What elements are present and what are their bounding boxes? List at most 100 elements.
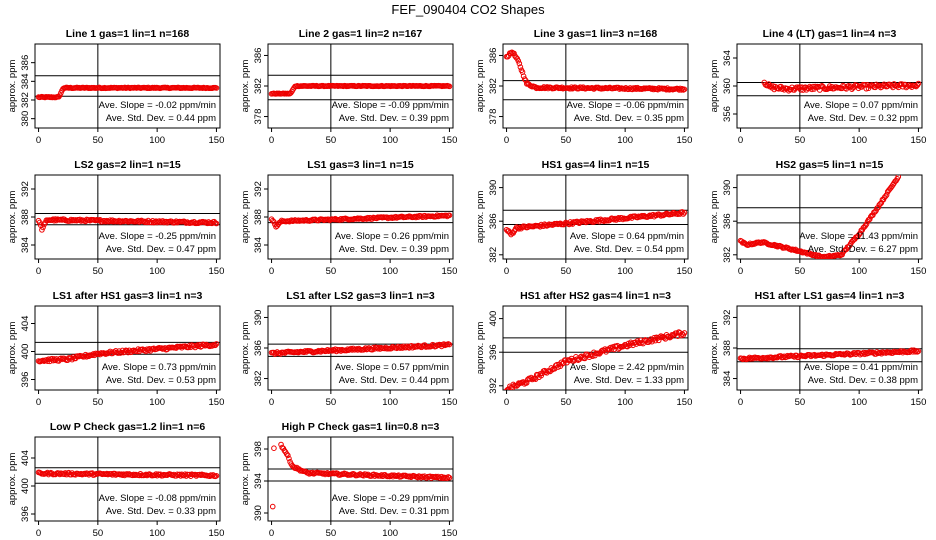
data-series bbox=[269, 441, 453, 510]
y-tick-label: 356 bbox=[722, 106, 733, 122]
y-tick-label: 392 bbox=[20, 181, 31, 197]
data-point bbox=[912, 349, 918, 355]
data-point bbox=[651, 334, 658, 341]
y-tick-label: 390 bbox=[253, 505, 264, 521]
data-point bbox=[446, 474, 453, 481]
y-tick-label: 388 bbox=[20, 209, 31, 225]
panel-title: Line 4 (LT) gas=1 lin=4 n=3 bbox=[763, 28, 897, 40]
x-tick-label: 100 bbox=[149, 135, 165, 146]
plot-frame bbox=[267, 436, 454, 522]
data-point bbox=[845, 82, 852, 89]
y-tick-label: 384 bbox=[253, 237, 264, 253]
data-point bbox=[895, 175, 902, 180]
panel-2: Line 2 gas=1 lin=2 n=167 0 50 100 150 378 382 3… bbox=[240, 28, 457, 146]
y-tick-label: 384 bbox=[722, 371, 733, 387]
data-point bbox=[681, 209, 688, 216]
panel-7: HS1 gas=4 lin=1 n=15 0 50 100 150 382 386 390ap… bbox=[475, 159, 692, 277]
x-tick-label: 100 bbox=[617, 397, 633, 408]
data-point bbox=[809, 86, 815, 93]
data-point bbox=[446, 212, 453, 219]
data-series bbox=[503, 329, 688, 390]
y-tick-label: 400 bbox=[488, 311, 499, 327]
panel-14: High P Check gas=1 lin=0.8 n=3 0 50 100 150 3… bbox=[240, 421, 457, 539]
data-point bbox=[445, 474, 452, 480]
panel-5: LS2 gas=2 lin=1 n=15 0 50 100 150 384 388 392ap… bbox=[7, 159, 224, 277]
panel-10: LS1 after LS2 gas=3 lin=1 n=3 0 50 100 150 38… bbox=[240, 290, 457, 408]
y-tick-label: 392 bbox=[488, 378, 499, 394]
y-axis-label: approx. ppm bbox=[709, 322, 720, 375]
std-dev-annotation: Ave. Std. Dev. = 0.44 ppm bbox=[339, 375, 449, 386]
y-tick-label: 386 bbox=[253, 340, 264, 356]
data-series bbox=[35, 469, 220, 480]
y-tick-label: 384 bbox=[20, 237, 31, 253]
panel-title: LS2 gas=2 lin=1 n=15 bbox=[74, 159, 181, 171]
panel-6: LS1 gas=3 lin=1 n=15 0 50 100 150 384 388 392ap… bbox=[240, 159, 457, 277]
data-point bbox=[515, 57, 522, 64]
data-point bbox=[286, 455, 292, 462]
y-axis-label: approx. ppm bbox=[475, 191, 486, 244]
x-tick-label: 50 bbox=[561, 397, 572, 408]
data-point bbox=[446, 341, 453, 348]
y-axis-label: approx. ppm bbox=[7, 322, 18, 375]
y-tick-label: 392 bbox=[253, 181, 264, 197]
data-point bbox=[271, 445, 277, 452]
data-point bbox=[658, 213, 664, 219]
panel-title: Line 2 gas=1 lin=2 n=167 bbox=[299, 28, 423, 40]
std-dev-annotation: Ave. Std. Dev. = 0.33 ppm bbox=[106, 506, 216, 517]
slope-annotation: Ave. Slope = -0.08 ppm/min bbox=[99, 493, 216, 504]
x-tick-label: 0 bbox=[36, 135, 41, 146]
data-point bbox=[915, 80, 922, 87]
slope-annotation: Ave. Slope = 0.64 ppm/min bbox=[570, 231, 684, 242]
x-tick-label: 150 bbox=[209, 528, 225, 539]
x-tick-label: 150 bbox=[677, 266, 693, 277]
data-series bbox=[268, 212, 453, 230]
data-point bbox=[213, 220, 220, 227]
data-point bbox=[621, 342, 627, 349]
data-point bbox=[517, 64, 524, 70]
y-tick-label: 386 bbox=[488, 48, 499, 64]
x-tick-label: 0 bbox=[36, 266, 41, 277]
slope-annotation: Ave. Slope = 0.73 ppm/min bbox=[102, 362, 216, 373]
x-tick-label: 100 bbox=[851, 135, 867, 146]
data-point bbox=[213, 472, 220, 479]
x-tick-label: 50 bbox=[326, 135, 337, 146]
y-tick-label: 400 bbox=[20, 344, 31, 360]
x-tick-label: 150 bbox=[209, 397, 225, 408]
data-point bbox=[521, 76, 528, 82]
y-axis-label: approx. ppm bbox=[240, 453, 251, 506]
plot-frame bbox=[34, 43, 221, 129]
x-tick-label: 100 bbox=[382, 266, 398, 277]
data-series bbox=[35, 84, 220, 101]
data-point bbox=[443, 212, 449, 219]
x-tick-label: 50 bbox=[795, 135, 806, 146]
data-point bbox=[516, 60, 523, 67]
panel-title: High P Check gas=1 lin=0.8 n=3 bbox=[282, 421, 440, 433]
x-tick-label: 50 bbox=[795, 266, 806, 277]
x-tick-label: 50 bbox=[561, 266, 572, 277]
y-tick-label: 364 bbox=[722, 50, 733, 66]
panel-title: HS1 gas=4 lin=1 n=15 bbox=[542, 159, 650, 171]
panel-grid: Line 1 gas=1 lin=1 n=168 0 50 100 150 380 382 3… bbox=[7, 28, 926, 539]
panel-13: Low P Check gas=1.2 lin=1 n=6 0 50 100 150 39… bbox=[7, 421, 224, 539]
std-dev-annotation: Ave. Std. Dev. = 0.44 ppm bbox=[106, 113, 216, 124]
y-axis-label: approx. ppm bbox=[475, 322, 486, 375]
y-axis-label: approx. ppm bbox=[7, 60, 18, 113]
std-dev-annotation: Ave. Std. Dev. = 0.47 ppm bbox=[106, 244, 216, 255]
x-tick-label: 0 bbox=[738, 397, 743, 408]
y-tick-label: 388 bbox=[253, 209, 264, 225]
x-tick-label: 0 bbox=[504, 397, 509, 408]
data-point bbox=[589, 353, 596, 359]
x-tick-label: 0 bbox=[269, 266, 274, 277]
y-tick-label: 398 bbox=[253, 441, 264, 457]
std-dev-annotation: Ave. Std. Dev. = 0.39 ppm bbox=[339, 113, 449, 124]
y-tick-label: 396 bbox=[488, 344, 499, 360]
y-tick-label: 380 bbox=[20, 111, 31, 127]
x-tick-label: 0 bbox=[269, 397, 274, 408]
data-point bbox=[36, 219, 43, 226]
data-point bbox=[913, 348, 920, 354]
panel-title: Low P Check gas=1.2 lin=1 n=6 bbox=[50, 421, 205, 433]
data-point bbox=[213, 341, 220, 347]
panel-11: HS1 after HS2 gas=4 lin=1 n=3 0 50 100 150 39… bbox=[475, 290, 692, 408]
y-tick-label: 404 bbox=[20, 450, 31, 466]
data-point bbox=[508, 50, 514, 57]
